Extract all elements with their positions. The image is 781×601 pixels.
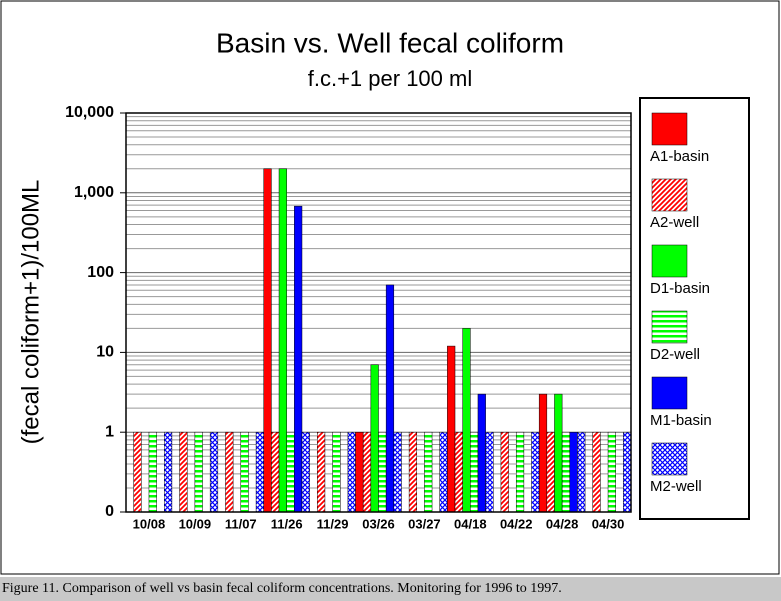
x-tick-label: 04/22 (500, 516, 533, 531)
bar (408, 431, 418, 513)
bar (164, 431, 173, 513)
bar (515, 431, 525, 513)
bar (577, 431, 586, 513)
x-tick-label: 04/18 (454, 516, 487, 531)
bar (607, 431, 616, 513)
bar (623, 431, 632, 513)
bar (378, 431, 387, 513)
y-axis-label: (fecal coliform+1)/100ML (17, 180, 44, 445)
legend-label: A2-well (650, 214, 699, 231)
bar (370, 364, 379, 513)
x-tick-label: 04/28 (546, 516, 579, 531)
y-tick-label: 10,000 (65, 104, 114, 121)
bar (179, 431, 188, 513)
legend-swatch (651, 178, 688, 212)
bar (317, 431, 326, 513)
x-tick-label: 10/09 (179, 516, 212, 531)
bar (485, 431, 494, 513)
x-tick-label: 03/27 (408, 516, 441, 531)
bar (554, 393, 563, 513)
legend-swatch (651, 310, 688, 344)
bar (301, 431, 310, 513)
legend-swatch (651, 376, 688, 410)
caption: Figure 11. Comparison of well vs basin f… (0, 577, 781, 601)
bar (240, 431, 249, 513)
bar (225, 431, 234, 513)
bar (531, 431, 540, 513)
y-tick-label: 0 (105, 503, 114, 520)
x-tick-label: 03/26 (362, 516, 395, 531)
bar (294, 205, 303, 513)
bar (592, 431, 601, 513)
bar (439, 431, 448, 513)
chart: Basin vs. Well fecal coliform f.c.+1 per… (0, 0, 780, 575)
bar (500, 431, 509, 513)
y-tick-label: 1,000 (74, 184, 114, 201)
bar (286, 431, 295, 513)
legend-label: M2-well (650, 478, 702, 495)
legend-swatch (651, 112, 688, 146)
legend-label: D2-well (650, 346, 700, 363)
bar (477, 393, 486, 513)
legend-label: M1-basin (650, 412, 712, 429)
bar (538, 393, 548, 513)
bar (462, 328, 471, 513)
bar (263, 168, 272, 513)
y-tick-label: 100 (87, 264, 114, 281)
legend-swatch (651, 244, 688, 278)
x-tick-label: 11/29 (317, 516, 349, 531)
bar (561, 431, 571, 513)
legend-swatch (651, 442, 688, 476)
bar (470, 431, 479, 513)
legend-label: D1-basin (650, 280, 710, 297)
bar (424, 431, 433, 513)
bar (546, 431, 555, 513)
bar (355, 431, 364, 513)
x-tick-label: 10/08 (133, 516, 166, 531)
bar (332, 431, 341, 513)
bar (278, 168, 287, 513)
bar (569, 431, 578, 513)
bar (362, 431, 372, 513)
bar (447, 345, 456, 513)
bar (385, 284, 395, 513)
bar (255, 431, 264, 513)
y-tick-label: 1 (105, 423, 114, 440)
chart-title: Basin vs. Well fecal coliform (216, 27, 564, 58)
bar (271, 431, 280, 513)
legend-label: A1-basin (650, 148, 709, 165)
bar (148, 431, 157, 513)
x-tick-label: 04/30 (592, 516, 625, 531)
bar (393, 431, 402, 513)
bar (133, 431, 142, 513)
x-tick-label: 11/07 (225, 516, 257, 531)
bar (454, 431, 463, 513)
chart-subtitle: f.c.+1 per 100 ml (308, 66, 472, 91)
y-tick-label: 10 (96, 344, 114, 361)
bar (347, 431, 356, 513)
bar (209, 431, 219, 513)
bar (194, 431, 203, 513)
x-tick-label: 11/26 (271, 516, 303, 531)
plot-frame (125, 112, 632, 513)
